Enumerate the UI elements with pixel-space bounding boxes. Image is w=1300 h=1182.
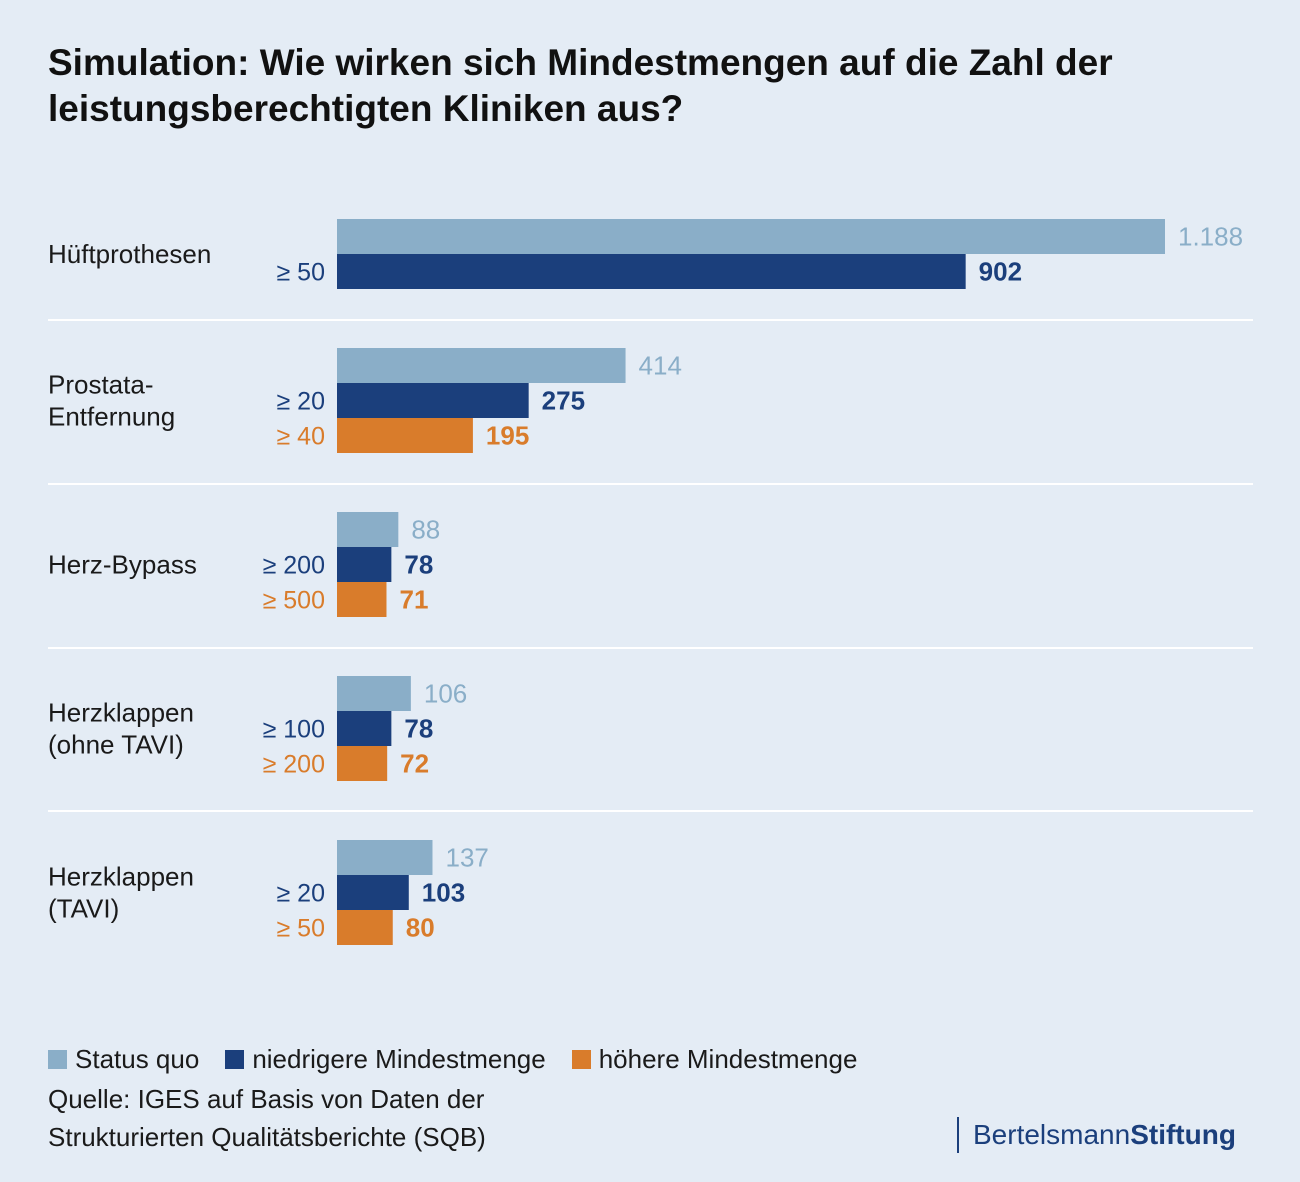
value-label: 103 [422,878,465,908]
legend-swatch-status-quo [48,1050,67,1069]
bar-niedrig [337,383,529,418]
bertelsmann-logo: BertelsmannStiftung [957,1117,1236,1153]
bar-status_quo [337,219,1165,254]
legend-swatch-niedrig [225,1050,245,1069]
source-line-1: Quelle: IGES auf Basis von Daten der [48,1084,485,1114]
category-label: (TAVI) [48,894,119,924]
value-label: 88 [411,515,440,545]
bar-hoch [337,746,388,781]
bar-niedrig [337,711,392,746]
chart-title-line-1: Simulation: Wie wirken sich Mindestmenge… [48,42,1113,83]
bar-niedrig [337,547,392,582]
value-label: 106 [424,679,467,709]
legend-label-niedrig: niedrigere Mindestmenge [252,1044,546,1074]
bar-status_quo [337,512,399,547]
bar-status_quo [337,676,411,711]
source-line-2: Strukturierten Qualitätsberichte (SQB) [48,1122,486,1152]
legend-item-status-quo: Status quo [48,1044,199,1075]
logo-part-1: Bertelsmann [973,1119,1131,1150]
category-label: Herzklappen [48,862,194,892]
threshold-label: ≥ 40 [277,423,325,451]
threshold-label: ≥ 20 [277,880,325,908]
legend-label-hoch: höhere Mindestmenge [598,1044,858,1074]
logo-part-2: Stiftung [1130,1119,1236,1150]
bar-status_quo [337,840,433,875]
bar-niedrig [337,254,966,289]
legend-item-hoch: höhere Mindestmenge [571,1044,858,1075]
category-label: Entfernung [48,402,175,432]
value-label: 72 [400,749,429,779]
threshold-label: ≥ 50 [277,259,325,287]
category-label: Prostata- [48,370,154,400]
legend-swatch-hoch [571,1050,591,1069]
threshold-label: ≥ 200 [263,552,325,580]
value-label: 71 [399,585,428,615]
category-label: Hüftprothesen [48,239,211,269]
bar-chart: Hüftprothesen 1.188 ≥ 50 902 Prostata-Entfer… [48,219,1253,945]
threshold-label: ≥ 200 [263,751,325,779]
category-label: (ohne TAVI) [48,730,184,760]
bar-hoch [337,582,387,617]
value-label: 414 [639,351,682,381]
value-label: 78 [404,550,433,580]
bar-hoch [337,910,393,945]
bar-hoch [337,418,473,453]
threshold-label: ≥ 500 [263,587,325,615]
legend-item-niedrig: niedrigere Mindestmenge [225,1044,546,1075]
value-label: 80 [406,913,435,943]
value-label: 275 [542,386,585,416]
value-label: 1.188 [1178,222,1243,252]
threshold-label: ≥ 50 [277,915,325,943]
bar-status_quo [337,348,626,383]
bar-niedrig [337,875,409,910]
value-label: 195 [486,421,529,451]
category-label: Herzklappen [48,698,194,728]
threshold-label: ≥ 100 [263,716,325,744]
category-label: Herz-Bypass [48,550,197,580]
value-label: 137 [445,843,488,873]
value-label: 78 [404,714,433,744]
threshold-label: ≥ 20 [277,388,325,416]
source-note: Quelle: IGES auf Basis von Daten der Str… [48,1080,486,1156]
chart-title: Simulation: Wie wirken sich Mindestmenge… [48,40,1248,132]
legend-label-status-quo: Status quo [75,1044,200,1074]
chart-title-line-2: leistungsberechtigten Kliniken aus? [48,88,684,129]
value-label: 902 [979,257,1022,287]
legend: Status quo niedrigere Mindestmenge höher… [48,1044,883,1075]
